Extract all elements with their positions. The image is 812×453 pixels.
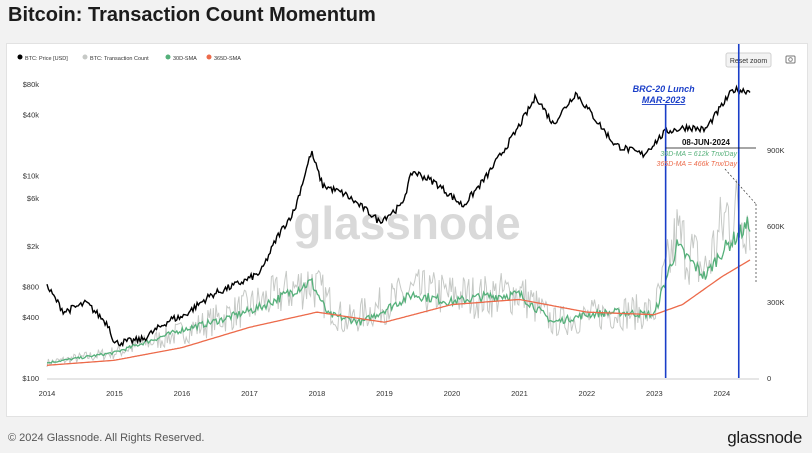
watermark: glassnode [293,197,521,249]
plot-area [46,84,751,368]
y-left-tick-label: $6k [27,194,39,203]
reset-zoom-button[interactable]: Reset zoom [725,52,772,68]
y-right-tick-label: 900K [767,146,785,155]
date-label: 08-JUN-2024 [682,138,731,147]
legend-sma365-swatch [206,54,212,60]
series-tx-count[interactable] [46,179,751,368]
y-right-tick-label: 600K [767,222,785,231]
leader-line [724,168,757,205]
sma30-value-label: 30D-MA = 612k Tnx/Day [660,151,737,158]
y-left-tick-label: $10k [23,171,40,180]
series-sma30[interactable] [46,216,751,364]
y-right-tick-label: 0 [767,374,771,383]
legend-sma365[interactable]: 365D-SMA [214,56,241,62]
x-tick-label: 2023 [646,389,663,398]
series-sma365[interactable] [46,259,751,366]
chart-panel: glassnode BTC: Price [USD] BTC: Transact… [6,23,808,417]
x-tick-label: 2016 [174,389,191,398]
y-left-tick-label: $800 [22,282,39,291]
camera-icon[interactable] [785,55,796,64]
copyright: © 2024 Glassnode. All Rights Reserved. [8,432,205,444]
x-tick-label: 2017 [241,389,258,398]
chart[interactable]: glassnode BTC: Price [USD] BTC: Transact… [7,23,807,416]
y-left-tick-label: $100 [22,374,39,383]
x-tick-label: 2024 [714,389,731,398]
x-tick-label: 2021 [511,389,528,398]
legend-sma30[interactable]: 30D-SMA [173,56,197,62]
page-title: Bitcoin: Transaction Count Momentum [8,4,376,26]
axes: 2014 2015 2016 2017 2018 2019 2020 2021 2022 2023… [22,80,784,398]
series-price[interactable] [46,84,751,348]
legend-tx-count[interactable]: BTC: Transaction Count [90,56,149,62]
legend-tx-swatch [82,54,88,60]
footer-brand: glassnode [727,428,802,447]
y-left-tick-label: $2k [27,242,39,251]
y-left-tick-label: $40k [23,110,40,119]
x-tick-label: 2019 [376,389,393,398]
legend-price-swatch [17,54,23,60]
x-tick-label: 2018 [309,389,326,398]
y-left-tick-label: $80k [23,80,40,89]
legend-price[interactable]: BTC: Price [USD] [25,56,68,62]
x-tick-label: 2022 [579,389,596,398]
brc20-label-2: MAR-2023 [642,95,686,105]
x-tick-label: 2015 [106,389,123,398]
x-tick-label: 2020 [444,389,461,398]
reset-zoom-label[interactable]: Reset zoom [730,58,768,65]
y-left-tick-label: $400 [22,313,39,322]
legend-sma30-swatch [165,54,171,60]
brc20-label-1: BRC-20 Lunch [633,84,696,94]
legend: BTC: Price [USD] BTC: Transaction Count … [17,54,241,62]
y-right-tick-label: 300K [767,298,785,307]
x-tick-label: 2014 [39,389,56,398]
sma365-value-label: 365D-MA = 466k Tnx/Day [657,161,738,168]
